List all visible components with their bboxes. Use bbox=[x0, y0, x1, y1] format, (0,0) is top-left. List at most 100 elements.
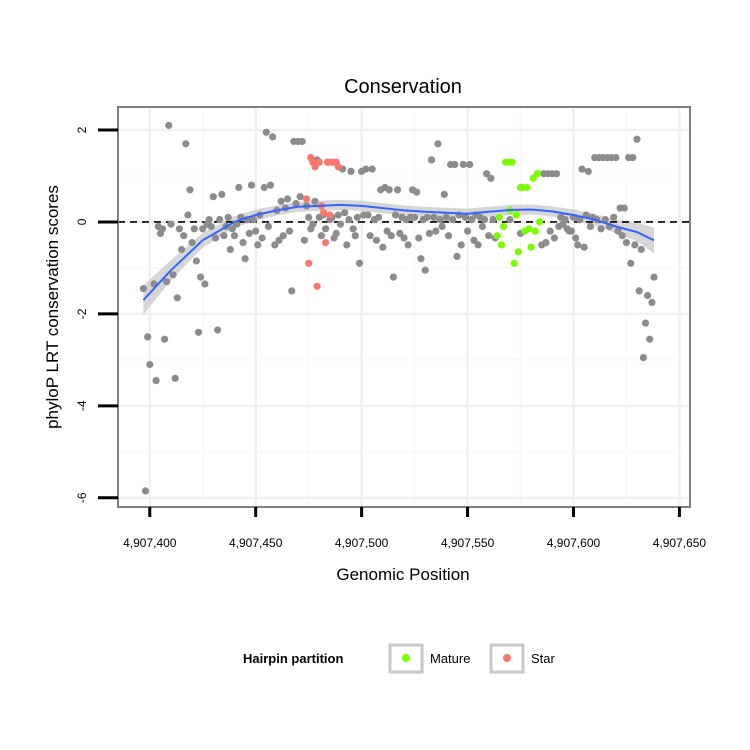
other-point bbox=[459, 160, 467, 169]
other-point bbox=[372, 236, 381, 244]
other-point bbox=[423, 213, 431, 221]
other-point bbox=[404, 241, 412, 249]
mature-point bbox=[523, 183, 531, 192]
other-point bbox=[391, 211, 400, 219]
other-point bbox=[597, 225, 605, 233]
other-point bbox=[275, 236, 283, 244]
star-point bbox=[311, 163, 319, 171]
other-point bbox=[247, 181, 256, 189]
other-point bbox=[584, 167, 592, 175]
other-point bbox=[487, 174, 495, 182]
other-point bbox=[622, 239, 631, 247]
other-point bbox=[169, 271, 177, 279]
other-point bbox=[434, 140, 442, 148]
other-point bbox=[184, 211, 192, 219]
other-point bbox=[230, 232, 239, 240]
other-point bbox=[451, 160, 459, 169]
legend-label-mature: Mature bbox=[430, 651, 470, 666]
other-point bbox=[311, 197, 319, 205]
other-point bbox=[466, 160, 474, 169]
other-point bbox=[286, 227, 294, 235]
other-point bbox=[214, 326, 222, 334]
other-point bbox=[552, 170, 561, 178]
other-point bbox=[618, 232, 626, 240]
other-point bbox=[430, 213, 438, 221]
other-point bbox=[353, 213, 361, 221]
other-point bbox=[167, 220, 175, 228]
mature-point bbox=[510, 259, 518, 267]
other-point bbox=[262, 128, 270, 136]
other-point bbox=[457, 241, 465, 249]
plot-grid bbox=[118, 107, 690, 507]
other-point bbox=[574, 241, 582, 249]
other-point bbox=[438, 222, 446, 231]
other-point bbox=[298, 137, 306, 146]
other-point bbox=[178, 245, 186, 254]
legend-label-star: Star bbox=[531, 651, 556, 666]
other-point bbox=[400, 234, 408, 242]
other-point bbox=[218, 190, 226, 198]
other-point bbox=[396, 229, 404, 237]
other-point bbox=[245, 229, 253, 237]
other-point bbox=[637, 245, 645, 254]
other-point bbox=[258, 234, 266, 242]
other-point bbox=[572, 234, 580, 242]
mature-point bbox=[512, 211, 520, 219]
other-point bbox=[205, 216, 213, 224]
mature-point bbox=[500, 222, 508, 231]
other-point bbox=[586, 222, 595, 231]
other-point bbox=[332, 229, 340, 237]
other-point bbox=[279, 232, 287, 240]
other-point bbox=[207, 222, 215, 231]
other-point bbox=[309, 220, 317, 228]
mature-point bbox=[497, 241, 506, 249]
star-point bbox=[322, 239, 330, 247]
other-point bbox=[194, 328, 203, 336]
other-point bbox=[635, 287, 643, 295]
other-point bbox=[464, 227, 472, 235]
other-point bbox=[347, 167, 355, 175]
smooth-line-layer bbox=[142, 203, 655, 301]
y-tick-label: -2 bbox=[75, 308, 89, 319]
x-tick-label: 4,907,650 bbox=[653, 536, 707, 550]
other-point bbox=[379, 243, 387, 251]
other-point bbox=[235, 183, 243, 192]
y-axis-label: phyloP LRT conservation scores bbox=[43, 185, 62, 429]
other-point bbox=[474, 241, 482, 249]
other-point bbox=[610, 213, 618, 221]
other-point bbox=[250, 216, 258, 224]
other-point bbox=[349, 225, 357, 233]
other-point bbox=[336, 220, 344, 228]
other-point bbox=[375, 213, 383, 221]
other-point bbox=[461, 213, 469, 221]
other-point bbox=[413, 188, 421, 196]
other-point bbox=[341, 209, 349, 217]
other-point bbox=[292, 200, 300, 208]
plot-panel bbox=[118, 107, 690, 507]
other-point bbox=[264, 222, 272, 231]
other-point bbox=[485, 232, 493, 240]
star-point bbox=[326, 211, 334, 219]
mature-point bbox=[493, 232, 501, 240]
star-point bbox=[319, 209, 328, 217]
x-tick-label: 4,907,550 bbox=[441, 536, 495, 550]
other-point bbox=[171, 374, 179, 382]
other-point bbox=[411, 213, 419, 221]
other-point bbox=[561, 216, 569, 224]
other-point bbox=[449, 216, 457, 224]
legend-title: Hairpin partition bbox=[243, 651, 343, 666]
other-point bbox=[180, 232, 188, 240]
other-point bbox=[266, 181, 275, 189]
other-point bbox=[190, 225, 198, 233]
legend-dot-star bbox=[503, 654, 511, 662]
other-point bbox=[506, 216, 514, 224]
other-point bbox=[578, 165, 586, 173]
other-point bbox=[139, 285, 147, 293]
legend: Hairpin partition Mature Star bbox=[243, 643, 556, 674]
other-point bbox=[633, 135, 641, 143]
other-point bbox=[152, 377, 160, 385]
other-point bbox=[220, 232, 228, 240]
other-point bbox=[567, 227, 576, 235]
other-point bbox=[239, 239, 247, 247]
other-point bbox=[580, 243, 588, 251]
